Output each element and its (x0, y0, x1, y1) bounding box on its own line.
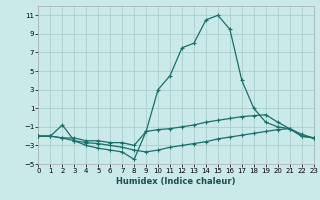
X-axis label: Humidex (Indice chaleur): Humidex (Indice chaleur) (116, 177, 236, 186)
